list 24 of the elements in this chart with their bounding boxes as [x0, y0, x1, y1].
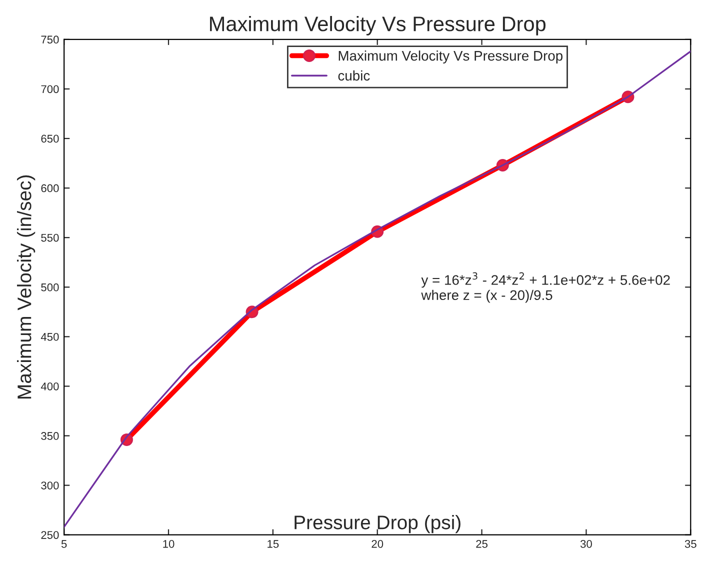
x-tick-label: 15 — [268, 540, 279, 548]
y-tick-label: 600 — [41, 184, 59, 192]
y-tick-label: 500 — [41, 283, 59, 292]
y-tick-label: 700 — [41, 85, 59, 94]
x-tick-label: 10 — [163, 540, 174, 548]
chart-title: Maximum Velocity Vs Pressure Drop — [210, 16, 546, 36]
y-tick-label: 300 — [41, 482, 59, 490]
y-tick-label: 350 — [41, 432, 59, 440]
x-tick-label: 25 — [476, 540, 488, 548]
legend-label: Maximum Velocity Vs Pressure Drop — [338, 50, 563, 64]
legend-label: cubic — [338, 70, 370, 81]
y-tick-label: 450 — [40, 332, 59, 341]
y-tick-label: 550 — [41, 234, 59, 242]
y-tick-label: 250 — [41, 531, 59, 539]
x-tick-label: 30 — [580, 540, 592, 548]
x-tick-label: 20 — [372, 540, 384, 548]
x-tick-label: 35 — [684, 540, 696, 548]
x-axis-title: Pressure Drop (psi) — [294, 515, 460, 534]
y-tick-label: 400 — [40, 382, 59, 390]
y-tick-label: 750 — [41, 36, 59, 44]
x-tick-label: 5 — [61, 540, 67, 548]
annotation: y = 16*z$^{3}$ - 24*z$^{2}$ + 1.1e+02*z + 5.6e+02 where z = (x - 20)/9.5 — [421, 272, 670, 303]
y-axis-title: Maximum Velocity (in/sec) — [17, 175, 36, 398]
y-tick-label: 650 — [41, 134, 59, 143]
